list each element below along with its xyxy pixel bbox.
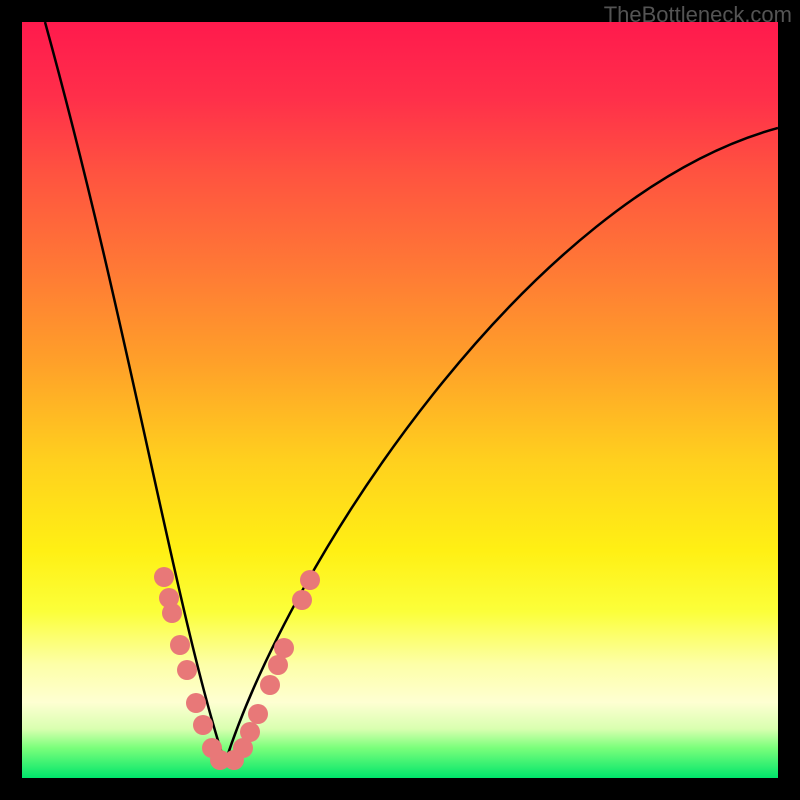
- data-marker: [268, 655, 288, 675]
- data-marker: [170, 635, 190, 655]
- data-marker: [193, 715, 213, 735]
- data-marker: [248, 704, 268, 724]
- chart-svg: [0, 0, 800, 800]
- data-marker: [154, 567, 174, 587]
- chart-root: TheBottleneck.com: [0, 0, 800, 800]
- data-marker: [177, 660, 197, 680]
- data-marker: [292, 590, 312, 610]
- data-marker: [260, 675, 280, 695]
- data-marker: [274, 638, 294, 658]
- data-marker: [300, 570, 320, 590]
- watermark-text: TheBottleneck.com: [604, 2, 792, 28]
- data-marker: [186, 693, 206, 713]
- data-marker: [240, 722, 260, 742]
- plot-area: [22, 22, 778, 778]
- data-marker: [162, 603, 182, 623]
